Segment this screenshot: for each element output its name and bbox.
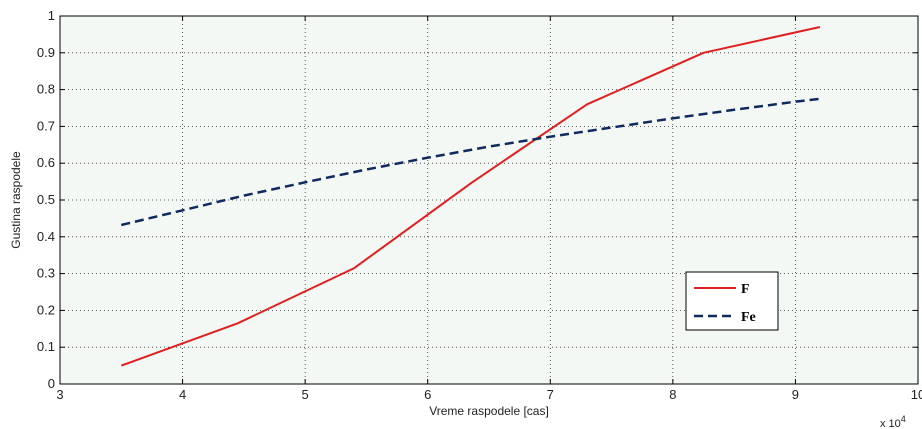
legend-label-fe: Fe	[741, 310, 756, 325]
x-tick-label: 3	[56, 387, 63, 402]
legend: F Fe	[685, 271, 779, 331]
x-tick-label: 8	[669, 387, 676, 402]
x-tick-label: 7	[547, 387, 554, 402]
y-tick-label: 0.2	[37, 302, 55, 317]
y-axis-label: Gustina raspodele	[9, 151, 23, 249]
x-axis-label: Vreme raspodele [cas]	[429, 404, 549, 418]
series-line-f	[120, 26, 821, 367]
grid	[60, 16, 918, 384]
legend-box	[685, 271, 779, 331]
series-layer	[120, 26, 821, 367]
y-tick-label: 0	[48, 376, 55, 391]
legend-label-f: F	[741, 282, 750, 297]
x-tick-label: 6	[424, 387, 431, 402]
x-axis-multiplier: x 104	[880, 414, 906, 429]
y-tick-label: 0.6	[37, 155, 55, 170]
y-tick-label: 0.3	[37, 266, 55, 281]
x-tick-label: 10	[911, 387, 922, 402]
x-tick-label: 9	[792, 387, 799, 402]
x-tick-label: 5	[302, 387, 309, 402]
y-tick-label: 0.5	[37, 192, 55, 207]
series-line-fe	[121, 97, 821, 227]
ticks: 3 4 5 6 7 8 9 10 0 0.1 0.2 0.3 0.4 0.5 0.6 0.7 0.8 0.9 1	[37, 8, 922, 402]
y-tick-label: 0.8	[37, 82, 55, 97]
x-axis-multiplier-exponent: 4	[901, 414, 906, 424]
x-tick-label: 4	[179, 387, 186, 402]
x-axis-multiplier-base: x 10	[880, 418, 901, 429]
y-tick-label: 0.9	[37, 45, 55, 60]
y-tick-label: 1	[48, 8, 55, 23]
y-tick-label: 0.4	[37, 229, 55, 244]
y-tick-label: 0.7	[37, 118, 55, 133]
y-tick-label: 0.1	[37, 339, 55, 354]
